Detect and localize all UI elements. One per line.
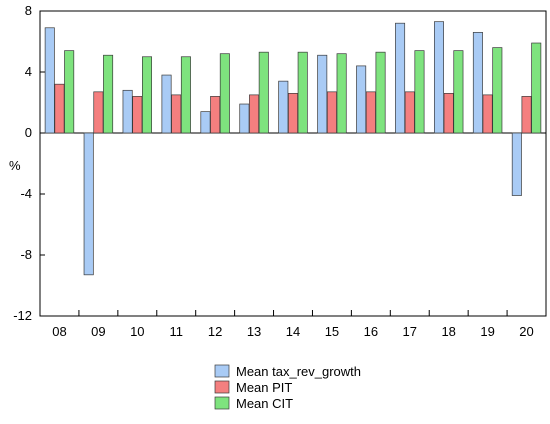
plot-frame <box>39 10 547 317</box>
bar-mean-cit-17 <box>414 50 425 134</box>
legend-swatch <box>214 396 230 410</box>
bar-mean-pit-09 <box>93 91 104 134</box>
bar-mean-tax-rev-growth-08 <box>44 27 55 134</box>
bar-mean-tax-rev-growth-15 <box>317 54 328 134</box>
bar-mean-tax-rev-growth-17 <box>395 22 406 134</box>
bar-mean-cit-09 <box>103 54 114 134</box>
bar-mean-tax-rev-growth-16 <box>356 65 367 134</box>
bar-mean-pit-15 <box>326 91 337 134</box>
bar-mean-pit-10 <box>132 96 143 134</box>
bar-mean-cit-18 <box>453 50 464 134</box>
bar-mean-pit-14 <box>288 92 299 134</box>
bar-mean-tax-rev-growth-11 <box>161 74 172 134</box>
y-tick-label: 8 <box>25 3 32 18</box>
legend-label: Mean CIT <box>236 396 293 411</box>
bar-mean-pit-20 <box>521 96 532 134</box>
bar-mean-cit-20 <box>531 42 542 134</box>
bar-mean-cit-16 <box>375 51 386 134</box>
x-tick-label: 13 <box>247 324 261 339</box>
x-tick-label: 19 <box>480 324 494 339</box>
bar-mean-tax-rev-growth-14 <box>278 80 289 134</box>
bar-mean-pit-12 <box>210 96 221 134</box>
bar-mean-cit-19 <box>492 47 503 134</box>
x-tick-label: 10 <box>130 324 144 339</box>
bar-mean-tax-rev-growth-19 <box>472 31 483 134</box>
x-tick-label: 15 <box>325 324 339 339</box>
y-tick-label: -8 <box>20 247 32 262</box>
bar-mean-tax-rev-growth-10 <box>122 89 133 134</box>
bar-mean-cit-10 <box>142 56 153 134</box>
bar-mean-tax-rev-growth-18 <box>433 21 444 134</box>
y-tick-label: 0 <box>25 125 32 140</box>
x-tick-label: 11 <box>169 324 183 339</box>
bar-mean-cit-13 <box>258 51 269 134</box>
x-tick-label: 17 <box>403 324 417 339</box>
bar-mean-pit-19 <box>482 94 493 134</box>
legend-label: Mean PIT <box>236 380 292 395</box>
bar-mean-pit-13 <box>249 94 260 134</box>
bar-mean-pit-08 <box>54 83 65 134</box>
x-tick-label: 12 <box>208 324 222 339</box>
bar-mean-tax-rev-growth-12 <box>200 111 211 134</box>
y-tick-label: -4 <box>20 186 32 201</box>
bar-mean-pit-11 <box>171 94 182 134</box>
bar-mean-cit-08 <box>64 50 75 134</box>
x-tick-label: 18 <box>441 324 455 339</box>
bar-mean-tax-rev-growth-13 <box>239 103 250 134</box>
legend-label: Mean tax_rev_growth <box>236 364 361 379</box>
plot-area: -12 -8 -4 0 4 8 08 09 10 11 12 13 14 15 16 17 18 19 20 <box>13 3 547 339</box>
x-tick-label: 20 <box>519 324 533 339</box>
legend-swatch <box>214 380 230 394</box>
bar-mean-tax-rev-growth-09 <box>83 132 94 276</box>
bar-mean-pit-16 <box>365 91 376 134</box>
bar-mean-cit-11 <box>180 56 191 134</box>
bar-mean-tax-rev-growth-20 <box>511 132 522 196</box>
x-tick-label: 08 <box>52 324 66 339</box>
y-tick-label: -12 <box>13 308 32 323</box>
bar-mean-cit-15 <box>336 53 347 134</box>
y-tick-label: 4 <box>25 64 32 79</box>
x-tick-label: 09 <box>91 324 105 339</box>
x-tick-label: 14 <box>286 324 300 339</box>
bar-mean-cit-14 <box>297 51 308 134</box>
y-axis-label: % <box>9 158 21 173</box>
legend-swatch <box>214 364 230 378</box>
bar-mean-pit-18 <box>443 92 454 134</box>
x-tick-label: 16 <box>364 324 378 339</box>
bar-mean-pit-17 <box>404 91 415 134</box>
bar-mean-cit-12 <box>219 53 230 134</box>
